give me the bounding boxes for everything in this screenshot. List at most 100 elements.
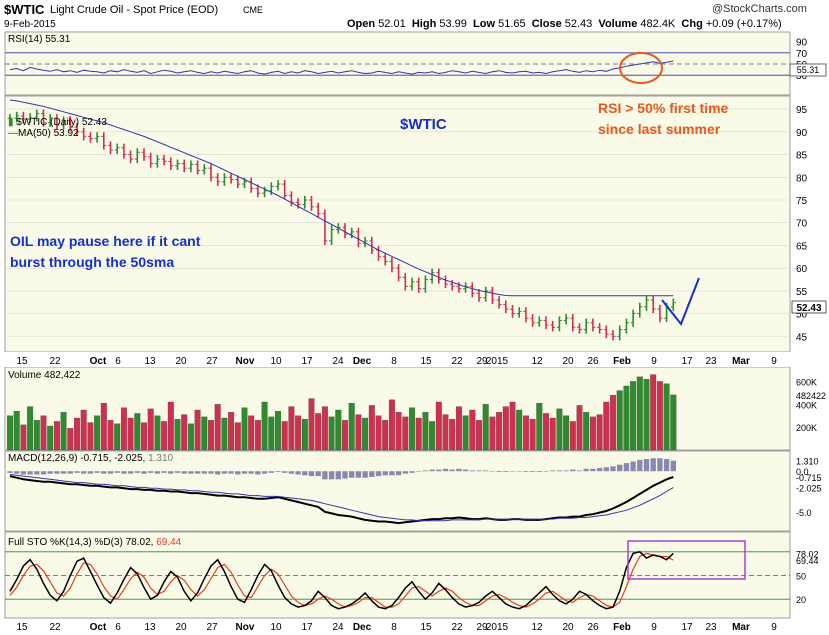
rsi-current-label: 55.31 (797, 65, 820, 75)
volume-bar (94, 415, 101, 451)
volume-bar (107, 420, 114, 451)
macd-y-tick: 1.310 (796, 457, 819, 467)
macd-histogram-bar (550, 470, 556, 472)
rsi-current-marker (789, 63, 827, 77)
x-tick-label: 22 (49, 356, 61, 367)
macd-histogram-bar (235, 471, 241, 475)
macd-histogram-bar (375, 471, 382, 477)
macd-histogram-bar (489, 471, 496, 472)
volume-bar (315, 413, 322, 451)
volume-bar (442, 414, 449, 451)
price-y-tick: 95 (796, 105, 808, 116)
volume-bar (596, 414, 603, 451)
x-tick-label: 26 (587, 622, 599, 633)
x-tick-label: 22 (451, 356, 463, 367)
macd-histogram-bar (174, 471, 181, 473)
macd-histogram-bar (436, 469, 442, 472)
volume-bar (663, 383, 670, 451)
volume-bar (556, 408, 563, 451)
x-tick-label: Feb (613, 356, 631, 367)
volume-bar (476, 420, 482, 451)
x-tick-label: 17 (301, 622, 313, 633)
volume-bar (462, 415, 469, 451)
volume-bar (7, 415, 13, 451)
volume-bar (355, 414, 362, 451)
chart-panels (4, 31, 791, 619)
instrument-name: Light Crude Oil - Spot Price (EOD) (50, 4, 219, 16)
macd-histogram (7, 458, 676, 480)
x-tick-label: 23 (705, 622, 717, 633)
x-tick-label: 9 (651, 622, 657, 633)
x-tick-label: Mar (732, 356, 750, 367)
x-tick-label: 27 (206, 622, 218, 633)
macd-histogram-bar (657, 458, 663, 472)
x-tick-label: 17 (301, 356, 313, 367)
macd-histogram-bar (409, 471, 415, 473)
x-tick-label: 9 (771, 622, 777, 633)
volume-bar (167, 401, 174, 451)
price-y-tick: 60 (796, 264, 808, 275)
volume-bar (435, 401, 442, 451)
volume-bar (120, 407, 127, 451)
volume-bar (382, 420, 389, 451)
macd-histogram-bar (349, 471, 355, 478)
macd-histogram-bar (47, 471, 53, 474)
macd-histogram-bar (335, 471, 341, 480)
volume-bar (27, 406, 34, 451)
x-tick-label: 26 (587, 356, 599, 367)
x-tick-label: 12 (531, 622, 543, 633)
macd-histogram-bar (34, 471, 40, 475)
x-tick-label: Mar (732, 622, 750, 633)
x-tick-label: 17 (681, 356, 693, 367)
volume-bar (335, 409, 342, 451)
volume-bar (241, 407, 248, 451)
volume-bar (342, 420, 348, 451)
price-current-marker (791, 300, 827, 314)
volume-bar (208, 420, 214, 451)
x-tick-label: 15 (420, 622, 432, 633)
volume-y-tick: 600K (796, 377, 817, 387)
macd-histogram-bar (462, 469, 469, 472)
macd-histogram-bar (476, 470, 482, 472)
volume-bar (321, 406, 328, 451)
stochastic-y-tick: 50 (796, 572, 806, 582)
volume-bar (40, 415, 47, 451)
macd-histogram-bar (302, 471, 308, 476)
macd-histogram-bar (496, 471, 502, 473)
price-y-tick: 65 (796, 241, 808, 252)
macd-histogram-bar (94, 471, 100, 473)
macd-histogram-bar (623, 463, 630, 472)
symbol-label: $WTIC (4, 2, 45, 17)
oil-note-line2: burst through the 50sma (10, 254, 174, 270)
stochastic-d-line (9, 552, 674, 608)
macd-histogram-bar (382, 471, 388, 476)
macd-histogram-bar (107, 471, 114, 474)
macd-histogram-bar (449, 469, 455, 472)
ticker-annotation: $WTIC (400, 116, 447, 133)
macd-legend: MACD(12,26,9) -0.715, -2.025, 1.310 (8, 453, 174, 464)
x-tick-label: 24 (332, 356, 344, 367)
volume-bar (141, 422, 147, 451)
x-tick-label: 10 (270, 356, 282, 367)
volume-bar (616, 390, 623, 451)
macd-histogram-bar (87, 471, 94, 474)
rsi-y-tick: 70 (796, 49, 808, 60)
x-tick-label: 23 (705, 356, 717, 367)
projection-arrow (661, 277, 700, 326)
volume-bar (583, 412, 590, 451)
macd-histogram-bar (134, 471, 140, 473)
macd-histogram-bar (395, 471, 402, 476)
x-tick-label: Dec (353, 356, 372, 367)
volume-bar (214, 404, 221, 451)
macd-histogram-bar (14, 471, 20, 474)
macd-histogram-bar (617, 464, 623, 472)
macd-histogram-bar (429, 469, 435, 472)
macd-histogram-bar (442, 468, 449, 472)
macd-histogram-bar (355, 471, 362, 478)
macd-histogram-bar (576, 470, 583, 472)
volume-bar (429, 421, 436, 451)
volume-bar (201, 416, 208, 451)
exchange-label: CME (243, 5, 263, 15)
